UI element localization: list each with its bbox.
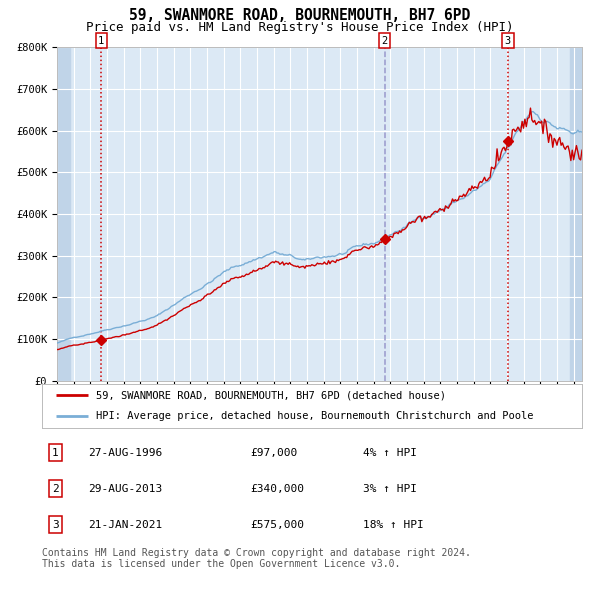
Bar	[57, 47, 70, 381]
Text: 2: 2	[382, 35, 388, 45]
Text: Contains HM Land Registry data © Crown copyright and database right 2024.
This d: Contains HM Land Registry data © Crown c…	[42, 548, 471, 569]
Text: 2: 2	[52, 484, 59, 494]
Text: 4% ↑ HPI: 4% ↑ HPI	[364, 448, 418, 457]
Text: 29-AUG-2013: 29-AUG-2013	[88, 484, 162, 494]
Text: 3: 3	[52, 520, 59, 530]
Text: 3% ↑ HPI: 3% ↑ HPI	[364, 484, 418, 494]
Text: 1: 1	[52, 448, 59, 457]
Bar	[569, 47, 582, 381]
Text: 59, SWANMORE ROAD, BOURNEMOUTH, BH7 6PD (detached house): 59, SWANMORE ROAD, BOURNEMOUTH, BH7 6PD …	[96, 391, 446, 401]
Text: 18% ↑ HPI: 18% ↑ HPI	[364, 520, 424, 530]
Text: 21-JAN-2021: 21-JAN-2021	[88, 520, 162, 530]
Text: £340,000: £340,000	[250, 484, 304, 494]
Text: 27-AUG-1996: 27-AUG-1996	[88, 448, 162, 457]
Text: HPI: Average price, detached house, Bournemouth Christchurch and Poole: HPI: Average price, detached house, Bour…	[96, 411, 533, 421]
Text: 3: 3	[505, 35, 511, 45]
Text: £97,000: £97,000	[250, 448, 297, 457]
Text: £575,000: £575,000	[250, 520, 304, 530]
Text: Price paid vs. HM Land Registry's House Price Index (HPI): Price paid vs. HM Land Registry's House …	[86, 21, 514, 34]
Text: 59, SWANMORE ROAD, BOURNEMOUTH, BH7 6PD: 59, SWANMORE ROAD, BOURNEMOUTH, BH7 6PD	[130, 8, 470, 22]
Text: 1: 1	[98, 35, 104, 45]
